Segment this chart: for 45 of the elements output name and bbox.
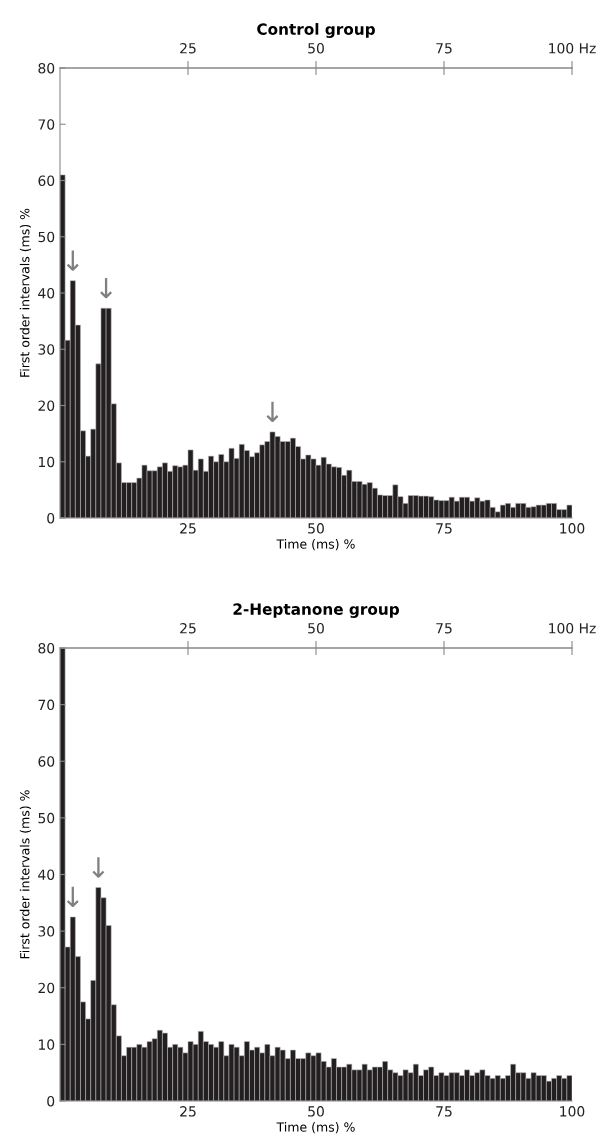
x-tick-label: 100: [560, 1106, 585, 1117]
y-axis-title: First order intervals (ms) %: [19, 208, 31, 377]
chart-title: Control group: [257, 23, 375, 38]
x-tick-label: 50: [308, 523, 324, 534]
y-tick-label: 0: [47, 1095, 55, 1107]
annotation: ↓: [266, 401, 279, 423]
y-tick-label: 10: [38, 1039, 55, 1050]
annotation: ↓: [66, 886, 79, 908]
y-tick-label: 40: [38, 287, 55, 299]
y-tick-label: 20: [38, 982, 55, 994]
x2-tick-label: 100 Hz: [549, 623, 596, 634]
x-axis-title: Time (ms) %: [276, 1122, 355, 1134]
x-tick-label: 25: [180, 1106, 196, 1117]
x-tick-label: 100: [560, 523, 585, 534]
x-tick-label: 75: [436, 1106, 452, 1117]
x2-tick-label: 50: [308, 43, 324, 54]
y-tick-label: 80: [38, 642, 55, 654]
y-tick-label: 20: [38, 400, 55, 411]
x2-tick-label: 25: [180, 43, 196, 54]
y-axis-title: First order intervals (ms) %: [19, 790, 31, 959]
x2-tick-label: 50: [308, 623, 324, 634]
x-tick-label: 50: [308, 1106, 324, 1117]
y-tick-label: 30: [38, 344, 55, 355]
y-tick-label: 70: [38, 119, 55, 130]
y-tick-label: 70: [38, 699, 55, 711]
annotation: ↓: [92, 857, 105, 878]
x2-tick-label: 100 Hz: [549, 43, 596, 54]
x2-tick-label: 25: [180, 623, 196, 634]
x-tick-label: 75: [436, 523, 452, 534]
y-tick-label: 80: [38, 62, 55, 74]
x2-tick-label: 75: [436, 623, 452, 634]
x2-tick-label: 75: [436, 43, 452, 54]
annotation: ↓: [100, 277, 113, 299]
chart-title: 2-Heptanone group: [233, 603, 399, 618]
x-tick-label: 25: [180, 523, 196, 534]
y-tick-label: 40: [38, 869, 55, 880]
y-tick-label: 50: [38, 231, 55, 243]
y-tick-label: 10: [38, 456, 55, 468]
annotation: ↓: [66, 250, 79, 271]
y-tick-label: 50: [38, 812, 55, 824]
y-tick-label: 60: [38, 175, 55, 186]
y-tick-label: 60: [38, 756, 55, 767]
y-tick-label: 30: [38, 926, 55, 937]
x-axis-title: Time (ms) %: [276, 539, 355, 551]
y-tick-label: 0: [47, 512, 55, 524]
